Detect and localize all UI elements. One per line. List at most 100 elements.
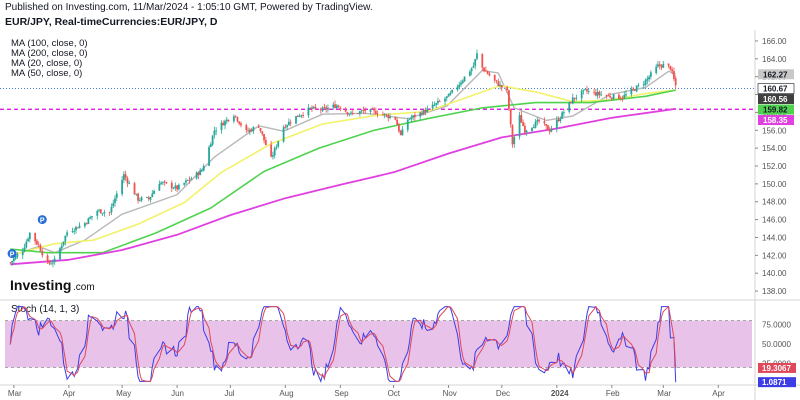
- candle-body: [518, 115, 521, 137]
- candle-body: [555, 119, 558, 129]
- candle-body: [50, 263, 53, 265]
- candle-body: [39, 245, 42, 252]
- candle-body: [632, 88, 635, 90]
- legend-ma200[interactable]: MA (200, close, 0): [11, 48, 88, 59]
- y-tick-label: 152.00: [762, 162, 787, 171]
- candle-body: [272, 155, 274, 157]
- candle-body: [121, 179, 124, 195]
- candle-body: [248, 129, 251, 132]
- candle-body: [137, 193, 139, 201]
- candle-body: [394, 117, 397, 120]
- candle-body: [497, 81, 500, 86]
- candle-body: [649, 72, 652, 77]
- candle-body: [209, 144, 212, 148]
- price-label-value: 160.67: [763, 85, 788, 94]
- candle-body: [23, 247, 26, 252]
- candle-body: [412, 115, 414, 118]
- candle-body: [575, 97, 578, 99]
- candle-body: [327, 107, 329, 110]
- candle-body: [463, 76, 466, 82]
- candle-body: [488, 73, 491, 76]
- candle-body: [140, 197, 143, 201]
- candle-body: [483, 67, 485, 72]
- candle-body: [568, 102, 571, 112]
- candle-body: [538, 119, 540, 122]
- stoch-label-value: 1.0871: [762, 378, 787, 387]
- price-label-value: 160.56: [763, 95, 788, 104]
- candle-body: [71, 231, 74, 233]
- candle-body: [500, 85, 503, 88]
- candle-body: [309, 107, 312, 109]
- candle-body: [60, 245, 63, 249]
- published-note: Published on Investing.com, 11/Mar/2024 …: [5, 2, 373, 13]
- candle-body: [122, 174, 125, 181]
- candle-body: [146, 197, 148, 198]
- candle-body: [667, 63, 670, 66]
- candle-body: [284, 126, 287, 128]
- legend-ma20[interactable]: MA (20, close, 0): [11, 58, 83, 69]
- candle-body: [476, 53, 478, 59]
- candle-body: [438, 101, 441, 103]
- x-tick-label: Apr: [712, 389, 725, 398]
- stoch-label-value: 19.3067: [762, 364, 791, 373]
- y-tick-label: 142.00: [762, 251, 787, 260]
- candle-body: [509, 109, 512, 125]
- pivot-marker-icon: [37, 215, 47, 225]
- candle-body: [371, 108, 374, 110]
- candle-body: [46, 255, 49, 263]
- stoch-title: Stoch (14, 1, 3): [11, 304, 80, 315]
- candle-body: [149, 197, 152, 200]
- candle-body: [644, 80, 647, 85]
- candle-body: [570, 101, 572, 104]
- brand-suffix: .com: [73, 282, 95, 293]
- candle-body: [470, 68, 473, 72]
- candle-body: [369, 109, 372, 112]
- candle-body: [264, 139, 267, 146]
- candle-body: [408, 118, 411, 120]
- legend-ma50[interactable]: MA (50, close, 0): [11, 68, 83, 79]
- x-tick-label: Jun: [171, 389, 184, 398]
- candle-body: [188, 179, 191, 181]
- y-tick-label: 154.00: [762, 144, 787, 153]
- candle-body: [344, 109, 347, 112]
- candle-body: [25, 241, 28, 248]
- candle-body: [273, 147, 276, 156]
- candle-body: [101, 212, 104, 214]
- ma100-line: [10, 89, 676, 254]
- candle-body: [162, 182, 164, 183]
- candle-body: [250, 129, 253, 132]
- y-tick-label: 140.00: [762, 269, 787, 278]
- candle-body: [557, 119, 560, 122]
- candle-body: [571, 97, 574, 104]
- candle-body: [110, 206, 113, 213]
- candle-body: [75, 226, 77, 231]
- candle-body: [655, 66, 658, 73]
- legend-ma100[interactable]: MA (100, close, 0): [11, 38, 88, 49]
- candle-body: [399, 130, 402, 135]
- stoch-d-line: [9, 305, 677, 382]
- candle-body: [671, 69, 674, 72]
- candle-body: [245, 125, 248, 131]
- stoch-label-box: [758, 377, 796, 388]
- candle-body: [202, 165, 205, 171]
- candle-body: [325, 107, 328, 110]
- candle-body: [227, 119, 230, 121]
- x-tick-label: Sep: [334, 389, 349, 398]
- candle-body: [195, 172, 198, 179]
- x-tick-label: Apr: [63, 389, 76, 398]
- candle-body: [534, 121, 537, 128]
- candle-body: [637, 84, 640, 86]
- stoch-y-tick-label: 50.0000: [762, 340, 791, 349]
- price-label-value: 159.82: [763, 106, 788, 115]
- candle-body: [85, 223, 88, 225]
- candle-body: [36, 240, 38, 245]
- x-tick-label: Nov: [443, 389, 457, 398]
- candle-body: [147, 197, 150, 200]
- candle-body: [610, 97, 613, 99]
- x-tick-label: Mar: [8, 389, 22, 398]
- candle-body: [410, 117, 413, 120]
- candle-body: [456, 86, 459, 90]
- candle-body: [382, 114, 384, 116]
- candle-body: [350, 112, 352, 114]
